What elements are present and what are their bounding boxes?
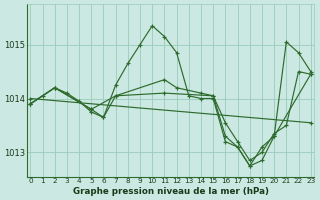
X-axis label: Graphe pression niveau de la mer (hPa): Graphe pression niveau de la mer (hPa) <box>73 187 268 196</box>
